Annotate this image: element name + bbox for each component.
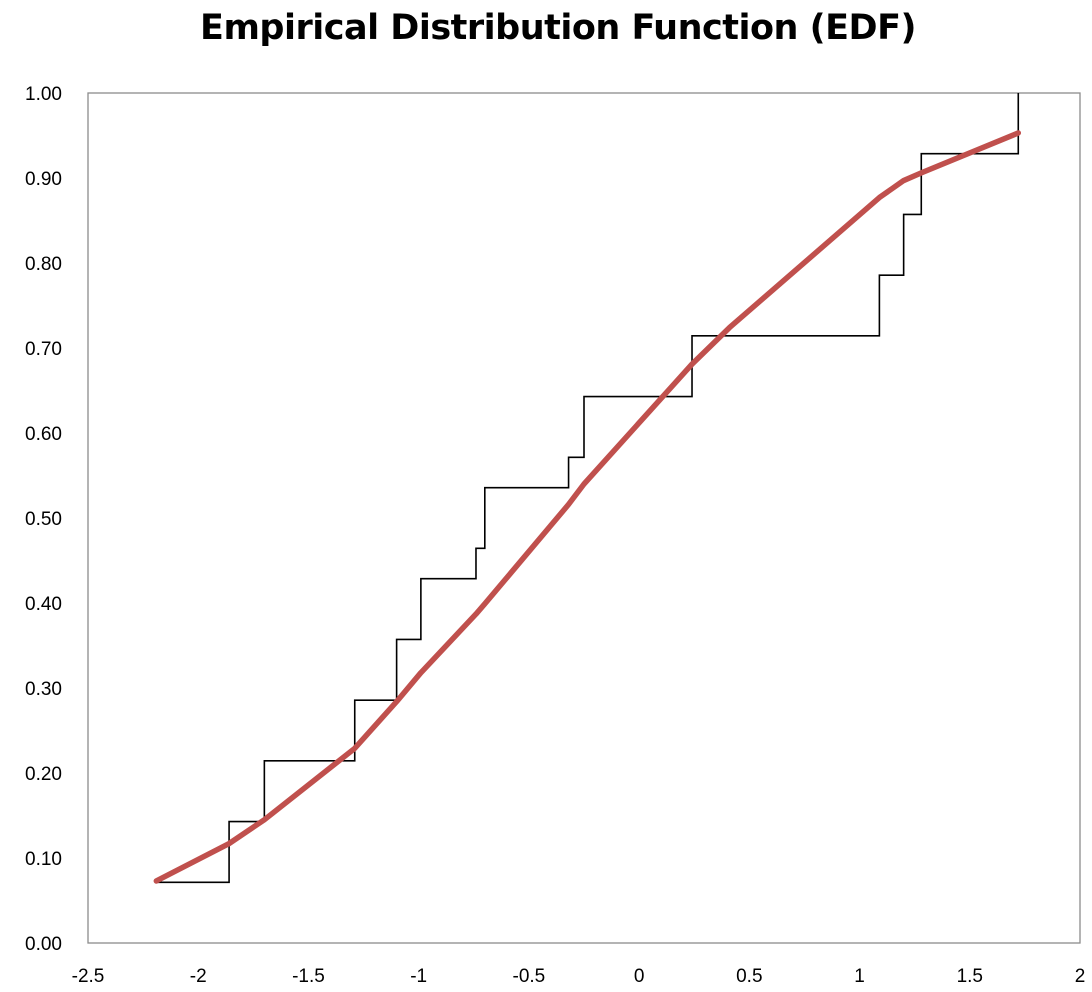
x-tick-label: -1.5: [292, 966, 325, 987]
y-tick-label: 0.70: [25, 339, 62, 360]
x-tick-label: -2: [190, 966, 207, 987]
y-tick-label: 0.10: [25, 849, 62, 870]
x-tick-label: -0.5: [513, 966, 546, 987]
chart-title: Empirical Distribution Function (EDF): [200, 8, 916, 48]
x-tick-label: 1.5: [957, 966, 983, 987]
y-tick-label: 0.80: [25, 254, 62, 275]
edf-step-line: [156, 93, 1020, 884]
y-tick-label: 0.00: [25, 934, 62, 955]
x-tick-label: 2: [1075, 966, 1086, 987]
x-tick-label: -2.5: [72, 966, 105, 987]
y-tick-label: 0.30: [25, 679, 62, 700]
x-tick-label: 1: [854, 966, 865, 987]
plot-area-border: [87, 92, 1081, 944]
y-tick-label: 1.00: [25, 84, 62, 105]
y-tick-label: 0.90: [25, 169, 62, 190]
x-tick-label: 0: [634, 966, 645, 987]
y-tick-label: 0.40: [25, 594, 62, 615]
x-tick-label: -1: [410, 966, 427, 987]
y-tick-label: 0.20: [25, 764, 62, 785]
y-tick-label: 0.50: [25, 509, 62, 530]
x-tick-label: 0.5: [736, 966, 762, 987]
fitted-cdf-line: [153, 130, 1022, 884]
y-tick-label: 0.60: [25, 424, 62, 445]
